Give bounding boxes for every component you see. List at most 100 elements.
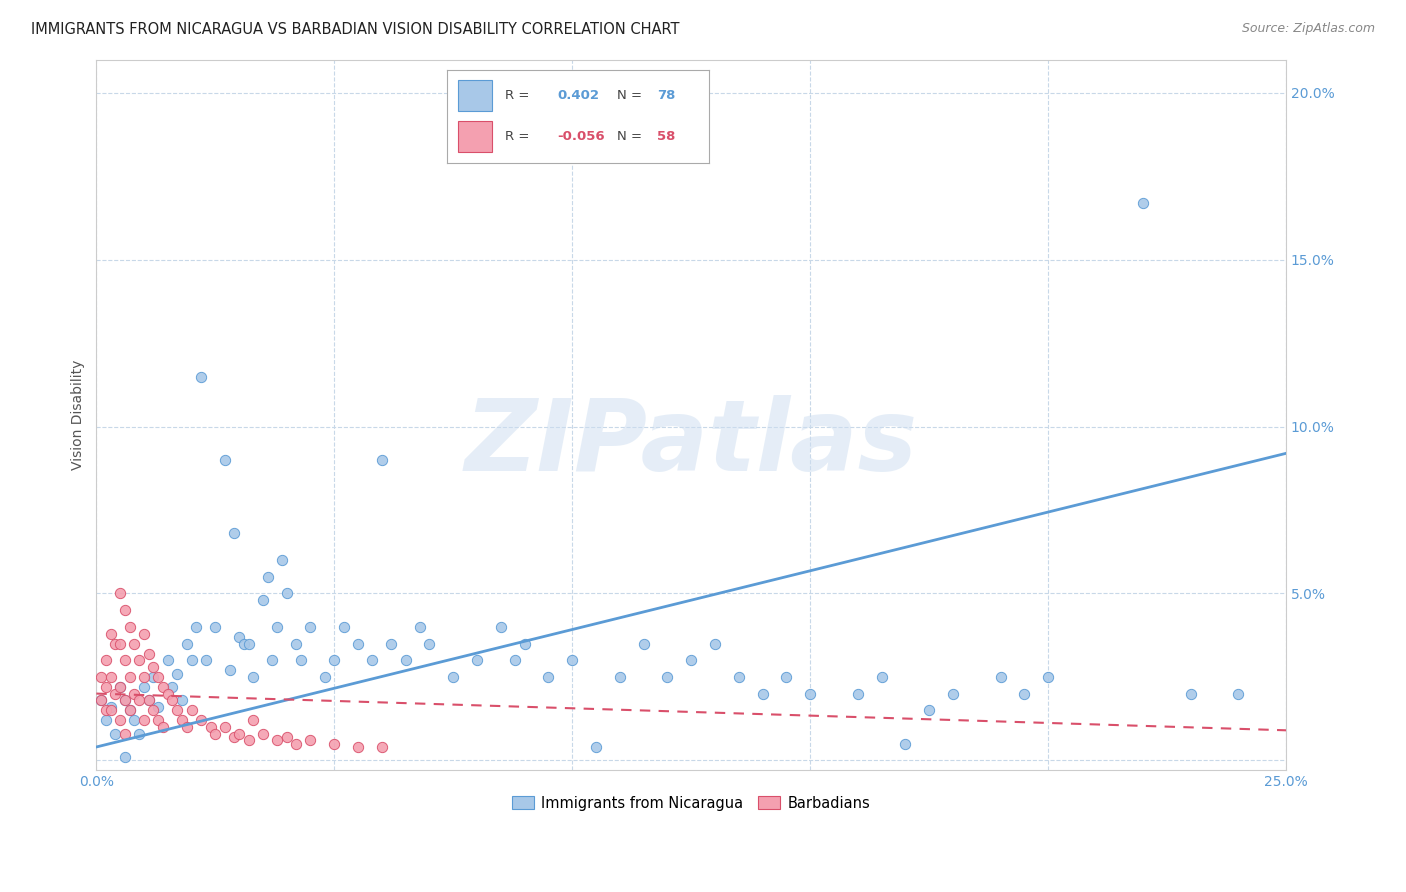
- Point: [323, 653, 346, 667]
- Point: [489, 620, 512, 634]
- Point: [124, 636, 146, 650]
- Point: [108, 586, 131, 600]
- Point: [94, 680, 117, 694]
- Point: [90, 670, 112, 684]
- Point: [271, 553, 294, 567]
- Point: [537, 670, 560, 684]
- Point: [114, 603, 136, 617]
- Point: [170, 693, 193, 707]
- Point: [108, 680, 131, 694]
- Point: [1036, 670, 1059, 684]
- Point: [162, 693, 184, 707]
- Point: [90, 693, 112, 707]
- Point: [1227, 687, 1250, 701]
- Point: [224, 730, 246, 744]
- Point: [361, 653, 384, 667]
- Point: [561, 653, 583, 667]
- Point: [118, 703, 141, 717]
- Point: [104, 726, 127, 740]
- Point: [132, 670, 155, 684]
- Point: [242, 670, 264, 684]
- Point: [232, 636, 254, 650]
- Point: [190, 713, 212, 727]
- Point: [132, 680, 155, 694]
- Text: ZIPatlas: ZIPatlas: [464, 395, 918, 491]
- Point: [148, 713, 170, 727]
- Point: [156, 653, 179, 667]
- Point: [657, 670, 679, 684]
- Point: [166, 703, 188, 717]
- Point: [124, 687, 146, 701]
- Point: [118, 620, 141, 634]
- Y-axis label: Vision Disability: Vision Disability: [72, 359, 86, 470]
- Point: [252, 726, 274, 740]
- Point: [704, 636, 727, 650]
- Point: [918, 703, 941, 717]
- Point: [114, 750, 136, 764]
- Point: [176, 636, 198, 650]
- Point: [846, 687, 869, 701]
- Point: [128, 726, 150, 740]
- Point: [114, 693, 136, 707]
- Point: [162, 680, 184, 694]
- Point: [186, 620, 208, 634]
- Point: [214, 720, 236, 734]
- Point: [870, 670, 893, 684]
- Point: [142, 670, 165, 684]
- Point: [238, 636, 260, 650]
- Point: [727, 670, 749, 684]
- Point: [266, 733, 288, 747]
- Point: [142, 703, 165, 717]
- Point: [90, 693, 112, 707]
- Point: [894, 737, 917, 751]
- Point: [380, 636, 402, 650]
- Point: [252, 593, 274, 607]
- Point: [266, 620, 288, 634]
- Point: [108, 713, 131, 727]
- Point: [194, 653, 217, 667]
- Point: [333, 620, 356, 634]
- Point: [152, 680, 174, 694]
- Point: [114, 726, 136, 740]
- Point: [118, 670, 141, 684]
- Point: [166, 666, 188, 681]
- Point: [681, 653, 703, 667]
- Point: [395, 653, 418, 667]
- Point: [128, 693, 150, 707]
- Point: [148, 700, 170, 714]
- Point: [276, 730, 298, 744]
- Point: [228, 726, 250, 740]
- Point: [1180, 687, 1202, 701]
- Point: [409, 620, 432, 634]
- Point: [190, 369, 212, 384]
- Point: [200, 720, 222, 734]
- Point: [214, 453, 236, 467]
- Point: [775, 670, 797, 684]
- Point: [138, 693, 160, 707]
- Point: [609, 670, 631, 684]
- Point: [285, 737, 308, 751]
- Legend: Immigrants from Nicaragua, Barbadians: Immigrants from Nicaragua, Barbadians: [506, 789, 876, 816]
- Point: [418, 636, 440, 650]
- Text: IMMIGRANTS FROM NICARAGUA VS BARBADIAN VISION DISABILITY CORRELATION CHART: IMMIGRANTS FROM NICARAGUA VS BARBADIAN V…: [31, 22, 679, 37]
- Point: [94, 713, 117, 727]
- Point: [290, 653, 312, 667]
- Point: [262, 653, 284, 667]
- Point: [180, 703, 202, 717]
- Point: [180, 653, 202, 667]
- Point: [132, 626, 155, 640]
- Point: [114, 693, 136, 707]
- Point: [138, 693, 160, 707]
- Text: Source: ZipAtlas.com: Source: ZipAtlas.com: [1241, 22, 1375, 36]
- Point: [314, 670, 336, 684]
- Point: [142, 660, 165, 674]
- Point: [132, 713, 155, 727]
- Point: [371, 739, 394, 754]
- Point: [942, 687, 965, 701]
- Point: [170, 713, 193, 727]
- Point: [347, 739, 370, 754]
- Point: [299, 620, 322, 634]
- Point: [114, 653, 136, 667]
- Point: [441, 670, 464, 684]
- Point: [1132, 196, 1154, 211]
